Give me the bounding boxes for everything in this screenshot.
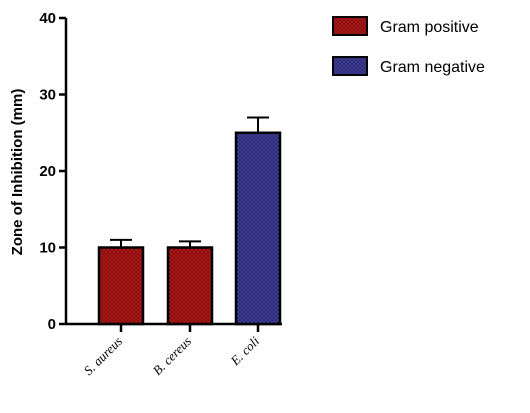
x-tick-label: S. aureus (81, 334, 125, 378)
y-tick-label: 10 (39, 240, 56, 257)
legend-label-2: Gram negative (380, 59, 485, 76)
legend-swatch-2 (332, 56, 368, 76)
legend-label-1: Gram positive (380, 19, 479, 36)
y-axis: 0 10 20 30 40 (39, 10, 68, 333)
error-bars (110, 116, 269, 248)
y-tick-label: 20 (39, 163, 56, 180)
y-tick-label: 0 (48, 316, 56, 333)
x-tick-label: B. cereus (150, 334, 194, 378)
y-tick-label: 40 (39, 10, 56, 27)
bar-1 (97, 246, 145, 326)
legend-swatch-1 (332, 16, 368, 36)
legend: Gram positive Gram negative (332, 16, 485, 76)
bar-3 (234, 131, 282, 326)
x-tick-label: E. coli (227, 333, 263, 369)
bars (97, 131, 282, 326)
y-tick-label: 30 (39, 87, 56, 104)
bar-2 (166, 246, 214, 326)
y-axis-title: Zone of Inhibition (mm) (9, 89, 26, 256)
x-axis: S. aureus B. cereus E. coli (66, 322, 282, 378)
